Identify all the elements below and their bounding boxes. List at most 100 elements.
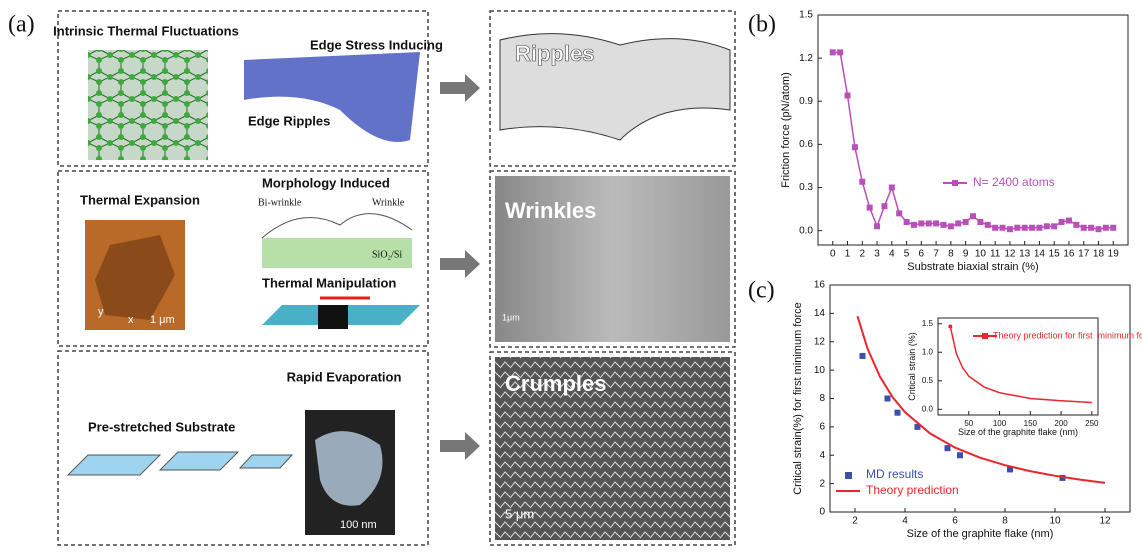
marker — [874, 223, 881, 230]
panel-label: (c) — [748, 278, 775, 304]
box — [489, 351, 736, 546]
sem-image — [495, 357, 730, 540]
x-tick-label: 14 — [1034, 249, 1046, 260]
x-tick-label: 150 — [1024, 419, 1038, 428]
substrate — [66, 454, 162, 476]
label: Thermal Expansion — [80, 192, 200, 207]
x-tick-label: 4 — [902, 516, 908, 527]
x-tick-label: 13 — [1019, 249, 1031, 260]
substrate — [158, 451, 240, 471]
y-axis-label: Critical strain (%) — [907, 332, 917, 401]
label: Ripples — [515, 41, 594, 66]
box — [57, 10, 429, 167]
crumple — [315, 431, 383, 506]
marker — [914, 423, 921, 430]
marker — [933, 220, 940, 227]
marker — [1102, 224, 1109, 231]
label: Thermal Manipulation — [262, 275, 396, 290]
legend-label: Theory prediction — [866, 483, 959, 497]
marker — [977, 219, 984, 225]
marker — [999, 224, 1006, 231]
marker — [1058, 219, 1065, 225]
x-tick-label: 0 — [830, 249, 836, 260]
marker — [918, 220, 925, 227]
legend-label: MD results — [866, 467, 923, 481]
y-tick-label: 0 — [819, 507, 825, 518]
legend-key — [982, 333, 988, 339]
marker — [962, 219, 969, 225]
box — [57, 350, 429, 546]
box — [489, 170, 736, 348]
x-tick-label: 4 — [889, 249, 895, 260]
plot-frame — [937, 317, 1099, 416]
x-tick-label: 10 — [975, 249, 987, 260]
y-axis-label: Friction force (pN/atom) — [780, 72, 792, 188]
label: Intrinsic Thermal Fluctuations — [53, 23, 239, 38]
marker — [844, 92, 851, 99]
x-axis-label: Size of the graphite flake (nm) — [958, 427, 1078, 437]
marker — [1006, 226, 1013, 233]
legend-label: Theory prediction for first minimum forc… — [993, 330, 1142, 340]
box — [57, 170, 429, 347]
x-tick-label: 17 — [1078, 249, 1090, 260]
marker — [1095, 226, 1102, 233]
x-tick-label: 19 — [1108, 249, 1120, 260]
marker — [944, 445, 951, 452]
flake — [95, 235, 175, 320]
x-tick-label: 50 — [964, 419, 973, 428]
marker — [955, 220, 962, 227]
x-tick-label: 3 — [874, 249, 880, 260]
panel-a: Intrinsic Thermal Fluctuations Edge Stre… — [53, 10, 736, 546]
y-tick-label: 6 — [819, 422, 825, 433]
legend-key — [845, 472, 852, 479]
y-tick-label: 0.0 — [922, 404, 934, 413]
film — [261, 213, 413, 239]
marker — [1110, 224, 1117, 231]
x-tick-label: 7 — [933, 249, 939, 260]
axis: y — [98, 306, 104, 318]
marker — [925, 220, 932, 227]
y-tick-label: 2 — [819, 478, 825, 489]
axis: x — [128, 314, 134, 326]
x-tick-label: 1 — [845, 249, 851, 260]
x-tick-label: 10 — [1049, 516, 1061, 527]
y-axis-label: Critical strain(%) for first minimum for… — [792, 302, 804, 495]
y-tick-label: 1.5 — [799, 10, 813, 21]
marker — [940, 221, 947, 228]
marker — [1007, 466, 1013, 473]
scale: 100 nm — [340, 519, 377, 531]
x-tick-label: 2 — [860, 249, 866, 260]
label: Pre-stretched Substrate — [88, 419, 235, 434]
y-tick-label: 0.5 — [922, 376, 934, 385]
label: Edge Stress Inducing — [310, 37, 443, 52]
y-tick-label: 1.5 — [922, 319, 934, 328]
marker — [992, 224, 999, 231]
panel-label: (b) — [748, 12, 776, 38]
x-tick-label: 16 — [1063, 249, 1075, 260]
marker — [910, 221, 917, 228]
y-tick-label: 1.2 — [799, 53, 813, 64]
label: Wrinkle — [372, 197, 405, 208]
marker — [970, 213, 976, 220]
scale: 5 μm — [505, 506, 534, 521]
marker — [866, 204, 873, 211]
marker — [957, 452, 963, 459]
marker — [1014, 224, 1021, 231]
y-tick-label: 8 — [819, 393, 825, 404]
x-axis-label: Substrate biaxial strain (%) — [907, 261, 1038, 273]
edge-image — [244, 52, 420, 142]
x-tick-label: 8 — [1002, 516, 1008, 527]
x-tick-label: 12 — [1004, 249, 1016, 260]
marker — [1043, 223, 1050, 230]
marker — [829, 49, 836, 56]
panel-label: (a) — [8, 12, 35, 38]
marker — [1088, 224, 1095, 231]
legend-label: N= 2400 atoms — [973, 175, 1055, 189]
marker — [1065, 217, 1072, 224]
marker — [1021, 224, 1028, 231]
x-tick-label: 5 — [904, 249, 910, 260]
marker — [894, 409, 901, 416]
marker — [947, 223, 954, 230]
x-tick-label: 250 — [1085, 419, 1099, 428]
label: Wrinkles — [505, 198, 596, 223]
